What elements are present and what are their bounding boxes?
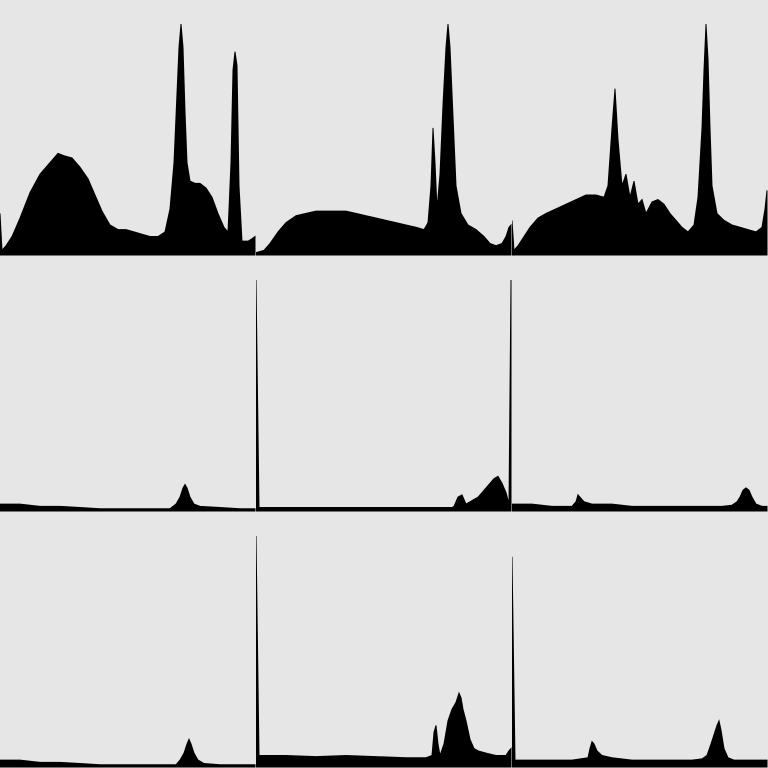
- histogram-panel-r2c1: [0, 256, 256, 512]
- histogram-area: [256, 23, 512, 256]
- histogram-svg: [256, 23, 512, 256]
- histogram-panel-r1c2: [256, 0, 512, 256]
- histogram-area: [256, 535, 512, 768]
- histogram-area: [0, 738, 256, 768]
- histogram-area: [0, 483, 256, 512]
- histogram-panel-r3c3: [512, 512, 768, 768]
- histogram-area: [512, 487, 768, 512]
- histogram-area: [512, 556, 768, 768]
- histogram-panel-r1c3: [512, 0, 768, 256]
- histogram-svg: [512, 487, 768, 512]
- histogram-panel-r2c2: [256, 256, 512, 512]
- histogram-panel-r3c2: [256, 512, 512, 768]
- histogram-svg: [0, 23, 256, 256]
- histogram-svg: [512, 556, 768, 768]
- histogram-panel-r3c1: [0, 512, 256, 768]
- histogram-svg: [0, 738, 256, 768]
- histogram-panel-r1c1: [0, 0, 256, 256]
- histogram-svg: [256, 535, 512, 768]
- histogram-area: [512, 23, 768, 256]
- histogram-svg: [512, 23, 768, 256]
- histogram-svg: [256, 279, 512, 512]
- histogram-svg: [0, 483, 256, 512]
- histogram-area: [256, 279, 512, 512]
- histogram-panel-r2c3: [512, 256, 768, 512]
- histogram-area: [0, 23, 256, 256]
